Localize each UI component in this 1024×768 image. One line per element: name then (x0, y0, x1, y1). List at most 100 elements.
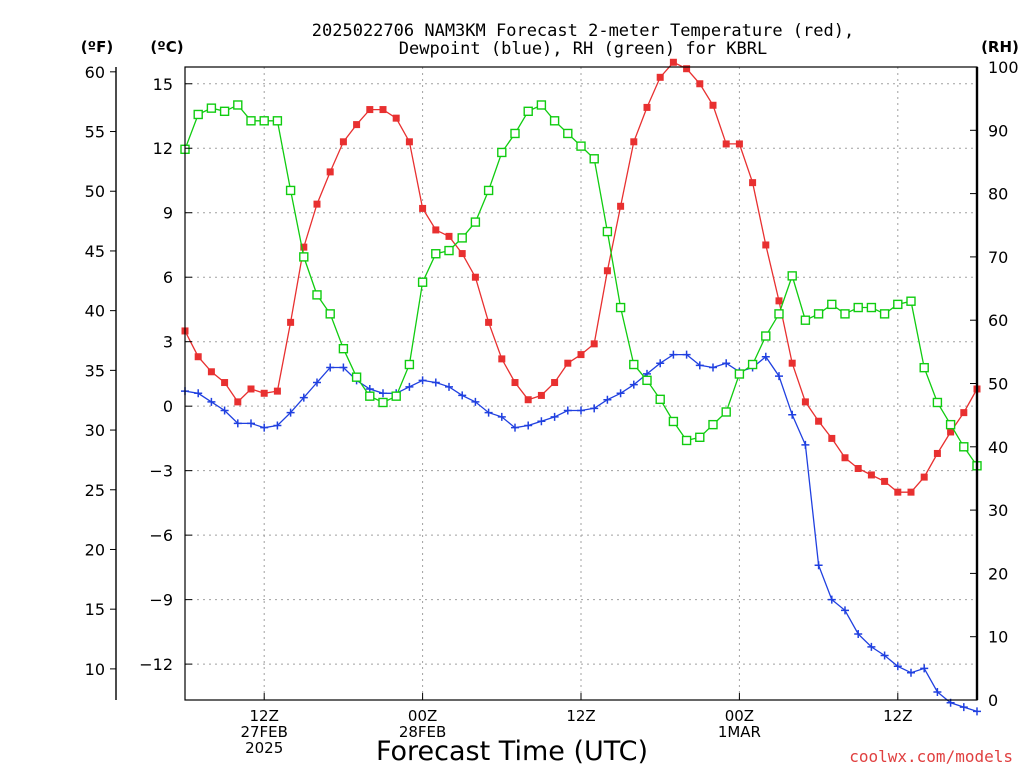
data-point (497, 147, 507, 158)
watermark: coolwx.com/models (849, 747, 1013, 766)
data-point (233, 419, 242, 428)
tick-labels: 15129630−3−6−9−1260555045403530252015101… (85, 58, 1019, 757)
data-point (801, 440, 810, 449)
fahrenheit-tick-label: 55 (85, 123, 105, 142)
data-point (814, 561, 823, 570)
data-point (417, 277, 428, 287)
data-point (907, 488, 915, 496)
data-point (366, 106, 374, 114)
data-point (259, 116, 269, 126)
data-point (734, 369, 745, 379)
data-point (853, 302, 863, 313)
data-point (379, 389, 387, 398)
data-point (815, 417, 823, 425)
data-point (339, 138, 347, 146)
rh-tick-label: 40 (988, 438, 1008, 457)
data-point (603, 395, 612, 404)
rh-tick-label: 0 (988, 691, 998, 710)
celsius-tick-label: −9 (149, 591, 173, 610)
data-point (207, 397, 216, 406)
x-tick-label: 28FEB (399, 723, 446, 741)
data-point (761, 352, 770, 361)
data-point (602, 226, 613, 237)
data-point (471, 273, 479, 281)
data-point (550, 412, 559, 421)
data-point (800, 315, 811, 325)
data-point (405, 382, 414, 391)
data-point (458, 391, 467, 400)
data-point (260, 389, 268, 397)
series-2 (180, 100, 982, 471)
data-point (840, 309, 850, 319)
data-point (551, 379, 559, 387)
data-point (260, 423, 269, 432)
data-point (788, 359, 796, 367)
data-point (194, 389, 203, 398)
data-point (919, 362, 929, 373)
data-point (537, 391, 545, 399)
data-point (920, 664, 929, 673)
rh-tick-label: 50 (988, 375, 1008, 394)
data-point (656, 73, 664, 81)
data-point (854, 465, 862, 473)
data-point (893, 662, 902, 671)
data-point (906, 296, 916, 306)
celsius-unit-label: (ºC) (150, 38, 183, 56)
rh-tick-label: 70 (988, 248, 1008, 267)
data-point (246, 116, 256, 126)
data-point (313, 200, 321, 208)
celsius-tick-label: −3 (149, 462, 173, 481)
data-point (312, 290, 322, 300)
data-point (932, 397, 943, 408)
data-point (708, 419, 718, 430)
data-point (655, 394, 665, 405)
data-point (326, 168, 334, 176)
data-point (483, 185, 494, 196)
data-point (590, 340, 598, 348)
data-point (220, 406, 229, 415)
data-point (945, 419, 956, 430)
fahrenheit-tick-label: 40 (85, 302, 105, 321)
data-point (498, 355, 506, 363)
celsius-tick-label: 0 (163, 397, 173, 416)
fahrenheit-tick-label: 35 (85, 361, 105, 380)
data-point (589, 154, 599, 164)
data-point (365, 391, 375, 401)
x-axis-label: Forecast Time (UTC) (376, 736, 648, 767)
data-point (801, 398, 809, 406)
data-point (749, 179, 757, 187)
data-point (537, 417, 546, 426)
data-point (457, 233, 467, 243)
x-tick-label: 12Z (250, 707, 279, 725)
data-point (405, 138, 413, 146)
data-point (828, 434, 836, 442)
data-point (683, 65, 691, 73)
data-point (445, 382, 453, 391)
data-point (629, 359, 639, 370)
data-point (735, 140, 743, 148)
axes (110, 66, 979, 701)
x-tick-label: 1MAR (718, 723, 761, 741)
data-point (299, 252, 309, 262)
data-point (920, 473, 928, 481)
data-point (392, 114, 400, 122)
fahrenheit-tick-label: 20 (85, 540, 105, 559)
data-point (696, 80, 704, 88)
rh-tick-label: 90 (988, 121, 1008, 140)
data-point (879, 309, 890, 319)
data-point (959, 703, 968, 712)
data-point (207, 368, 215, 376)
data-point (206, 103, 217, 113)
data-point (286, 408, 295, 417)
data-point (511, 423, 519, 432)
x-tick-label: 00Z (725, 707, 754, 725)
data-point (643, 103, 651, 111)
data-point (338, 343, 349, 354)
data-point (339, 363, 348, 372)
data-point (471, 397, 480, 406)
data-point (445, 232, 453, 240)
data-point (947, 428, 955, 436)
data-point (510, 128, 520, 139)
fahrenheit-tick-label: 15 (85, 600, 105, 619)
data-point (973, 707, 981, 716)
